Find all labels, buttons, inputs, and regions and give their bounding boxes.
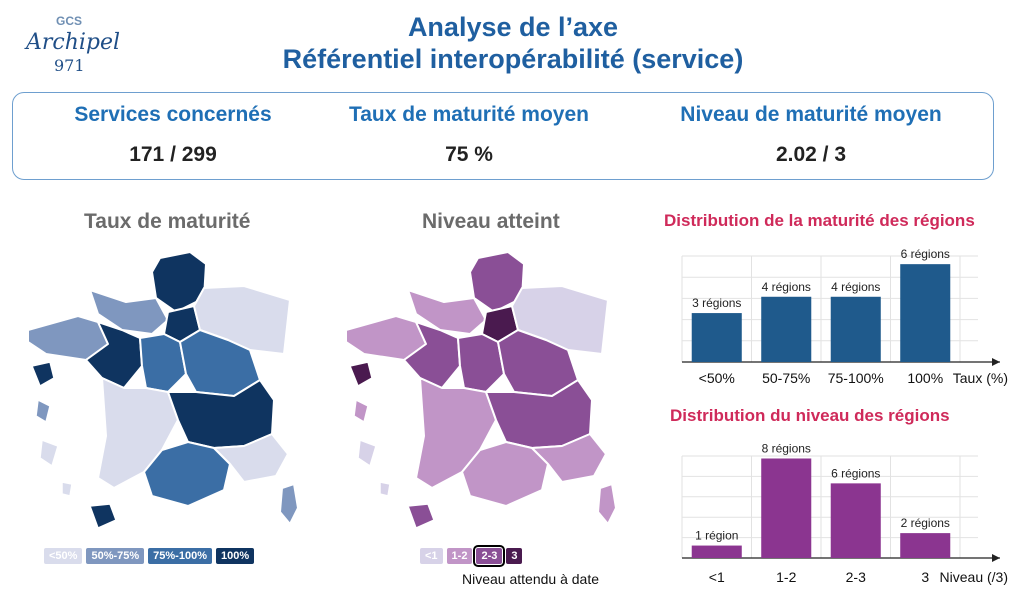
- kpi-taux: Taux de maturité moyen 75 %: [329, 93, 609, 167]
- logo-gcs: GCS: [56, 14, 83, 28]
- region-guadeloupe: [348, 361, 373, 388]
- chart2-title: Distribution du niveau des régions: [670, 406, 950, 425]
- legend-chip: <1: [420, 548, 443, 564]
- kpi-label: Niveau de maturité moyen: [680, 103, 942, 126]
- kpi-label: Taux de maturité moyen: [348, 103, 589, 126]
- level-legend: <1 1-2 2-3 3: [420, 545, 523, 567]
- legend-chip: 75%-100%: [148, 548, 212, 564]
- x-axis-arrow: [992, 554, 1000, 562]
- data-label: 1 région: [695, 529, 738, 543]
- bar: [900, 264, 951, 362]
- tick-label: 50-75%: [762, 370, 810, 386]
- page-subtitle: Référentiel interopérabilité (service): [282, 44, 744, 74]
- kpi-value: 171 / 299: [129, 143, 217, 166]
- kpi-value: 2.02 / 3: [775, 143, 847, 166]
- region-normandie: [407, 289, 487, 335]
- tick-label: 1-2: [776, 569, 796, 585]
- tick-label: 3: [921, 569, 929, 585]
- tick-label: 2-3: [846, 569, 866, 585]
- x-axis-arrow: [992, 358, 1000, 366]
- logo: GCS Archipel 971: [22, 12, 120, 75]
- region-guadeloupe: [30, 361, 55, 388]
- bar: [830, 296, 881, 362]
- region-normandie: [89, 289, 169, 335]
- region-corse: [597, 483, 617, 525]
- bar: [691, 545, 742, 558]
- data-label: 3 régions: [692, 296, 741, 310]
- logo-number: 971: [54, 56, 85, 75]
- legend-chip-selected: 2-3: [473, 545, 506, 567]
- data-label: 8 régions: [762, 441, 811, 455]
- tick-label: 100%: [907, 370, 943, 386]
- region-mayotte: [379, 481, 391, 497]
- region-martinique: [353, 398, 369, 424]
- bar: [900, 533, 951, 558]
- tick-label: <1: [709, 569, 725, 585]
- legend-chip: 50%-75%: [86, 548, 145, 564]
- region-provence-alpes-cote-azur: [531, 433, 607, 483]
- x-axis-label: Taux (%): [953, 370, 1008, 386]
- level-map: [346, 251, 617, 530]
- legend-chip: 3: [506, 548, 523, 564]
- map2-title: Niveau atteint: [422, 210, 560, 233]
- bar: [691, 313, 742, 362]
- region-reunion: [406, 503, 435, 530]
- legend-note: Niveau attendu à date: [462, 571, 599, 587]
- region-guyane: [39, 438, 59, 468]
- data-label: 4 régions: [762, 280, 811, 294]
- chart1-title: Distribution de la maturité des régions: [664, 211, 975, 230]
- bar: [830, 483, 881, 558]
- region-reunion: [88, 503, 117, 530]
- maturity-map: [28, 251, 299, 530]
- region-mayotte: [61, 481, 73, 497]
- legend-chip: 1-2: [446, 548, 473, 564]
- region-centre-val-de-loire: [457, 333, 505, 393]
- data-label: 4 régions: [831, 280, 880, 294]
- x-axis-label: Niveau (/3): [940, 569, 1008, 585]
- bar: [761, 458, 812, 558]
- maturity-legend: <50% 50%-75% 75%-100% 100%: [44, 548, 255, 564]
- kpi-niveau: Niveau de maturité moyen 2.02 / 3: [661, 93, 961, 167]
- bar: [761, 296, 812, 362]
- region-hauts-de-france: [151, 251, 207, 313]
- tick-label: 75-100%: [828, 370, 884, 386]
- map1-title: Taux de maturité: [84, 210, 251, 233]
- data-label: 6 régions: [831, 466, 880, 480]
- kpi-value: 75 %: [445, 143, 493, 166]
- kpi-label: Services concernés: [74, 103, 272, 126]
- data-label: 6 régions: [901, 247, 950, 261]
- region-centre-val-de-loire: [139, 333, 187, 393]
- data-label: 2 régions: [901, 516, 950, 530]
- kpi-services: Services concernés 171 / 299: [33, 93, 313, 167]
- legend-chip: 100%: [215, 548, 255, 564]
- region-corse: [279, 483, 299, 525]
- maturity-distribution-chart: 3 régions <50% 4 régions 50-75% 4 régions 75-…: [681, 247, 1008, 386]
- page-title: Analyse de l’axe: [407, 12, 619, 42]
- region-hauts-de-france: [469, 251, 525, 313]
- tick-label: <50%: [699, 370, 735, 386]
- region-guyane: [357, 438, 377, 468]
- kpi-panel: Services concernés 171 / 299 Taux de mat…: [12, 92, 994, 180]
- region-provence-alpes-cote-azur: [213, 433, 289, 483]
- logo-name: Archipel: [26, 30, 121, 55]
- level-distribution-chart: 1 région <1 8 régions 1-2 6 régions 2-3 2 régi…: [681, 441, 1008, 585]
- region-martinique: [35, 398, 51, 424]
- legend-chip: <50%: [44, 548, 83, 564]
